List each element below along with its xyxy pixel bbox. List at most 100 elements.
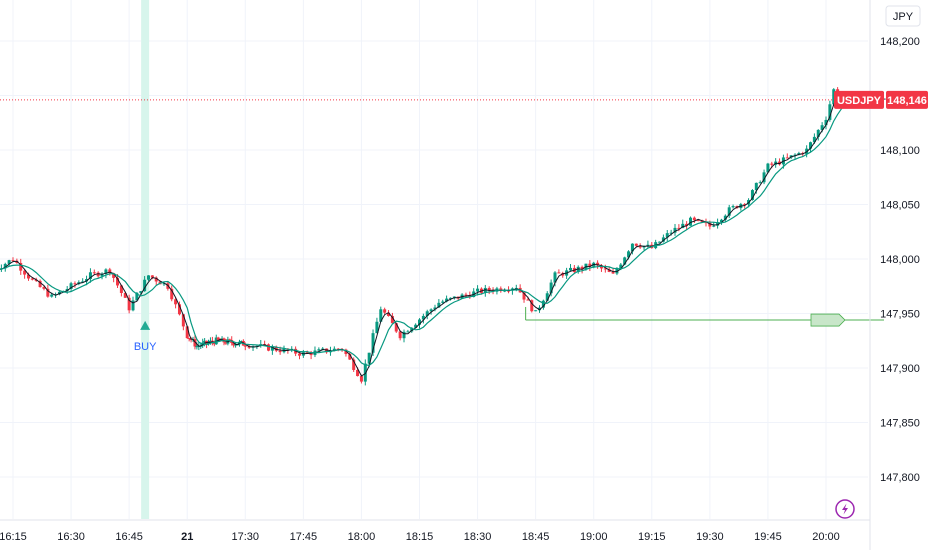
candle (441, 299, 445, 304)
x-tick-label: 20:00 (812, 531, 840, 543)
y-tick-label: 147,900 (880, 363, 920, 375)
candle (11, 257, 15, 262)
y-tick-label: 148,050 (880, 200, 920, 212)
candle (545, 291, 549, 301)
candle (522, 292, 526, 303)
price-axis[interactable]: 148,200148,150148,100148,050148,000147,9… (869, 0, 921, 550)
buy-signal-arrow-icon (140, 320, 151, 330)
candle (499, 286, 503, 293)
candle (661, 234, 665, 243)
candle (92, 269, 96, 276)
last-price-label: 148,146 (887, 95, 927, 107)
candle (692, 216, 696, 223)
candle (267, 343, 271, 352)
candle (38, 279, 42, 288)
candle (568, 264, 572, 272)
ma-fast-line (0, 93, 846, 377)
x-tick-label: 17:30 (232, 531, 260, 543)
candle (483, 284, 487, 297)
candle (719, 218, 723, 225)
ma-slow-line (0, 103, 846, 367)
candle (518, 284, 522, 293)
level-line-tag[interactable] (810, 313, 846, 327)
candle (259, 339, 263, 348)
candle (665, 230, 669, 242)
x-tick-label: 18:00 (348, 531, 376, 543)
candle (170, 285, 174, 302)
candle (816, 129, 820, 141)
x-tick-label: 16:30 (57, 531, 85, 543)
candle (727, 204, 731, 218)
x-tick-label: 19:45 (754, 531, 782, 543)
candle (143, 276, 147, 292)
symbol-price-tag[interactable]: USDJPY 148,146 (834, 90, 928, 109)
candle (352, 357, 356, 372)
x-tick-label: 19:15 (638, 531, 666, 543)
candle (234, 342, 238, 348)
moving-averages (0, 93, 846, 377)
x-tick-label: 16:15 (0, 531, 27, 543)
candle (88, 268, 92, 283)
x-tick-label: 21 (181, 531, 193, 543)
y-tick-label: 147,800 (880, 472, 920, 484)
currency-badge[interactable]: JPY (885, 5, 921, 27)
time-axis[interactable]: 16:15 16:30 16:45 21 17:30 17:45 18:00 18:15 18:… (0, 519, 870, 543)
candle (348, 351, 352, 360)
candle (576, 265, 580, 274)
candle (464, 292, 468, 298)
candle (402, 329, 406, 343)
candle (181, 313, 185, 331)
candle (418, 318, 421, 329)
candle (704, 218, 708, 227)
candle (588, 260, 592, 272)
signal-highlight-band (141, 0, 150, 519)
candle (379, 306, 383, 323)
candle (541, 299, 545, 310)
candle (224, 339, 228, 345)
overlays: BUY (0, 99, 884, 353)
candle (203, 338, 207, 347)
candle (96, 271, 100, 278)
candle (131, 296, 135, 312)
x-tick-label: 17:45 (290, 531, 318, 543)
candle (406, 329, 410, 333)
candle (425, 309, 429, 320)
y-tick-label: 147,950 (880, 309, 920, 321)
candle (174, 297, 178, 309)
candle (421, 313, 425, 324)
candle (251, 345, 255, 351)
candle (766, 162, 770, 174)
candle (433, 304, 437, 312)
candle (510, 287, 514, 295)
x-tick-label: 19:30 (696, 531, 724, 543)
candle (19, 258, 23, 275)
candle (673, 223, 677, 236)
candle (127, 294, 131, 314)
candle (572, 264, 576, 274)
candle (100, 272, 104, 280)
grid (0, 0, 868, 519)
candle (398, 330, 402, 341)
candle (177, 301, 181, 316)
candle (212, 340, 216, 347)
candle (832, 88, 836, 107)
currency-label: JPY (893, 11, 914, 23)
lightning-icon[interactable] (835, 499, 855, 519)
candle (81, 278, 85, 283)
candle (147, 275, 150, 281)
candle (824, 116, 828, 130)
x-tick-label: 18:30 (464, 531, 492, 543)
candle (731, 204, 735, 209)
candle (7, 259, 11, 267)
candle (69, 281, 73, 291)
candle (696, 219, 700, 222)
candle (530, 299, 534, 313)
x-tick-label: 18:45 (522, 531, 550, 543)
candle (785, 153, 789, 159)
x-tick-label: 18:15 (406, 531, 434, 543)
candle (828, 100, 832, 122)
candle (119, 284, 123, 297)
candle (658, 241, 662, 243)
symbol-label: USDJPY (837, 95, 882, 107)
